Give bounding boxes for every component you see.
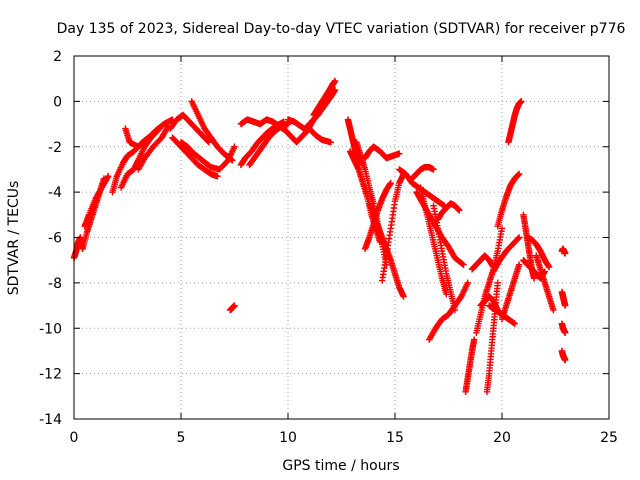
data-point bbox=[456, 207, 463, 214]
data-point bbox=[104, 174, 111, 181]
chart-title: Day 135 of 2023, Sidereal Day-to-day VTE… bbox=[57, 21, 626, 37]
data-point bbox=[515, 234, 523, 241]
series-track-19 bbox=[310, 77, 339, 119]
y-tick-label: -6 bbox=[48, 231, 62, 247]
series-track-51 bbox=[558, 347, 569, 364]
series-track-42 bbox=[498, 261, 523, 323]
series-track-23 bbox=[366, 200, 407, 300]
series-track-15 bbox=[237, 116, 290, 135]
series-track-26 bbox=[361, 143, 403, 162]
data-point bbox=[545, 263, 553, 271]
series-track-47 bbox=[533, 252, 557, 314]
data-point bbox=[550, 306, 557, 314]
data-point bbox=[396, 150, 403, 157]
data-point bbox=[204, 138, 212, 145]
y-tick-label: -10 bbox=[39, 321, 62, 337]
data-point bbox=[231, 302, 238, 309]
data-point bbox=[561, 250, 569, 257]
series-track-33 bbox=[434, 200, 463, 223]
y-tick-label: -14 bbox=[39, 412, 62, 428]
data-point bbox=[214, 173, 221, 180]
x-tick-label: 5 bbox=[177, 430, 186, 446]
data-point bbox=[561, 302, 569, 309]
data-markers bbox=[70, 77, 569, 395]
series-track-48 bbox=[558, 245, 569, 257]
series-track-34 bbox=[462, 336, 478, 395]
data-point bbox=[530, 275, 538, 282]
series-track-03 bbox=[81, 173, 112, 230]
axis-ticks bbox=[73, 55, 610, 420]
series-track-11 bbox=[188, 98, 236, 164]
y-tick-label: -2 bbox=[48, 140, 62, 156]
series-track-32 bbox=[426, 279, 471, 343]
data-point bbox=[561, 329, 569, 336]
series-track-08 bbox=[167, 111, 213, 146]
data-point bbox=[515, 170, 523, 178]
series-track-21 bbox=[346, 148, 384, 246]
x-tick-label: 0 bbox=[70, 430, 79, 446]
data-point bbox=[327, 139, 334, 146]
data-point bbox=[387, 179, 394, 187]
x-axis-title: GPS time / hours bbox=[282, 458, 399, 474]
data-point bbox=[430, 166, 437, 173]
data-point bbox=[515, 235, 522, 242]
x-tick-label: 20 bbox=[493, 430, 511, 446]
data-point bbox=[561, 356, 569, 364]
data-point bbox=[470, 336, 478, 343]
data-point bbox=[460, 261, 467, 268]
y-tick-label: -12 bbox=[39, 367, 62, 383]
y-tick-label: -4 bbox=[48, 185, 62, 201]
data-point bbox=[229, 157, 236, 164]
series-track-07 bbox=[135, 123, 172, 173]
data-point bbox=[105, 173, 112, 180]
series-track-40 bbox=[490, 234, 523, 275]
y-tick-label: 2 bbox=[53, 49, 62, 65]
series-track-28 bbox=[408, 163, 437, 182]
data-point bbox=[494, 279, 501, 287]
data-point bbox=[464, 279, 471, 287]
series-track-45 bbox=[524, 234, 553, 271]
data-point bbox=[511, 320, 519, 327]
data-point bbox=[205, 139, 213, 146]
y-tick-label: 0 bbox=[53, 94, 62, 110]
data-point bbox=[231, 143, 238, 150]
series-track-49 bbox=[558, 288, 569, 309]
data-point bbox=[498, 225, 506, 232]
series-track-06 bbox=[122, 116, 176, 150]
series-track-12 bbox=[227, 302, 238, 314]
y-tick-label: -8 bbox=[48, 276, 62, 292]
series-track-24 bbox=[361, 179, 394, 253]
data-point bbox=[400, 293, 407, 300]
x-tick-label: 15 bbox=[386, 430, 404, 446]
tick-labels: 0 5 10 15 20 25 -14 -12 -10 -8 -6 -4 -2 0 2 bbox=[39, 49, 618, 446]
series-track-10 bbox=[177, 139, 238, 173]
data-point bbox=[459, 260, 466, 268]
series-track-38 bbox=[483, 279, 501, 395]
data-point bbox=[515, 261, 523, 268]
y-axis-title: SDTVAR / TECUs bbox=[6, 181, 22, 296]
series-track-30 bbox=[417, 184, 450, 298]
series-track-39 bbox=[494, 170, 523, 230]
series-track-43 bbox=[505, 98, 525, 146]
series-track-50 bbox=[558, 320, 569, 336]
x-tick-label: 25 bbox=[600, 430, 618, 446]
data-point bbox=[331, 77, 339, 85]
x-tick-label: 10 bbox=[279, 430, 297, 446]
data-point bbox=[331, 86, 339, 94]
data-point bbox=[228, 156, 235, 163]
data-point bbox=[518, 98, 525, 105]
